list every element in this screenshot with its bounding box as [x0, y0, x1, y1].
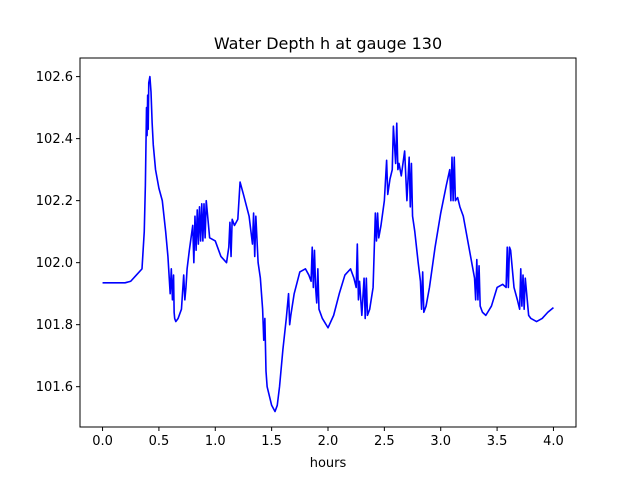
- x-tick-label: 1.5: [261, 434, 282, 449]
- x-tick-label: 3.5: [487, 434, 508, 449]
- x-tick-label: 2.5: [374, 434, 395, 449]
- x-tick-label: 3.0: [430, 434, 451, 449]
- water-depth-line: [102, 75, 554, 413]
- x-tick-label: 0.5: [149, 434, 170, 449]
- plot-area: [79, 57, 577, 428]
- x-tick-label: 0.0: [92, 434, 113, 449]
- y-tick-label: 102.0: [36, 256, 73, 271]
- x-axis: 0.0 0.5 1.0 1.5 2.0 2.5 3.0 3.5 4.0: [92, 427, 564, 449]
- y-tick-label: 102.2: [36, 194, 73, 209]
- plot-frame: [79, 57, 577, 428]
- y-tick-label: 102.4: [36, 132, 73, 147]
- x-tick-label: 2.0: [318, 434, 339, 449]
- y-axis: 101.6 101.8 102.0 102.2 102.4 102.6: [36, 70, 80, 395]
- series-layer: [102, 75, 554, 413]
- y-tick-label: 101.6: [36, 380, 73, 395]
- chart-title: Water Depth h at gauge 130: [214, 34, 442, 53]
- x-axis-label: hours: [310, 456, 347, 471]
- x-tick-label: 1.0: [205, 434, 226, 449]
- x-tick-label: 4.0: [543, 434, 564, 449]
- y-tick-label: 101.8: [36, 318, 73, 333]
- y-tick-label: 102.6: [36, 70, 73, 85]
